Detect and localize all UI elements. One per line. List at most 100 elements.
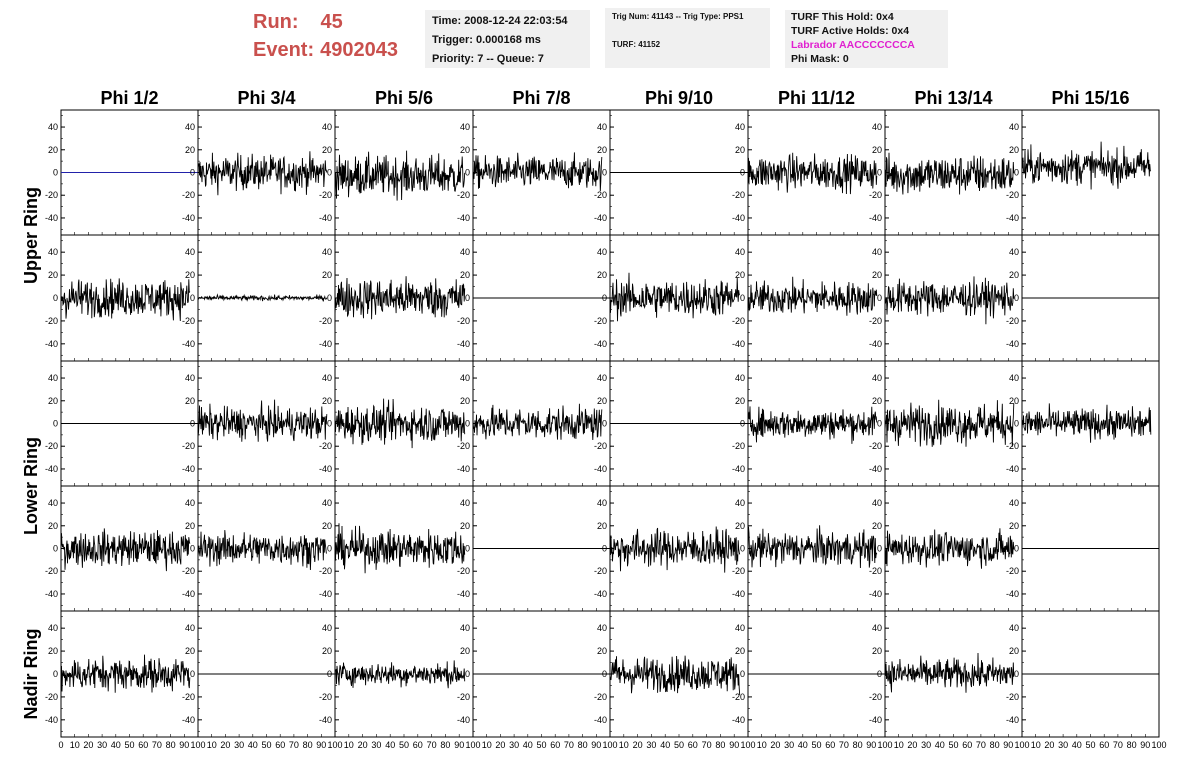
x-tick-label: 30 xyxy=(1058,740,1068,750)
waveform-trace xyxy=(884,528,1015,569)
x-tick-label: 100 xyxy=(327,740,342,750)
y-tick-label: 0 xyxy=(877,293,882,303)
y-tick-label: 40 xyxy=(48,623,58,633)
y-tick-label: 40 xyxy=(322,122,332,132)
x-tick-label: 60 xyxy=(688,740,698,750)
y-tick-label: 20 xyxy=(1009,646,1019,656)
x-tick-label: 70 xyxy=(152,740,162,750)
waveform-trace xyxy=(1021,141,1152,190)
y-tick-label: 0 xyxy=(53,669,58,679)
row-label: Lower Ring xyxy=(21,437,41,535)
y-tick-label: -40 xyxy=(594,464,607,474)
y-tick-label: 40 xyxy=(322,373,332,383)
y-tick-label: -40 xyxy=(1006,213,1019,223)
x-tick-label: 80 xyxy=(853,740,863,750)
waveform-trace xyxy=(884,152,1015,195)
turf-info-box: TURF This Hold: 0x4 TURF Active Holds: 0… xyxy=(785,10,948,68)
x-tick-label: 10 xyxy=(344,740,354,750)
x-tick-label: 90 xyxy=(729,740,739,750)
y-tick-label: -40 xyxy=(869,339,882,349)
y-tick-label: 0 xyxy=(1014,419,1019,429)
y-tick-label: 20 xyxy=(597,270,607,280)
y-tick-label: -40 xyxy=(594,715,607,725)
x-tick-label: 40 xyxy=(248,740,258,750)
y-tick-label: 20 xyxy=(872,145,882,155)
y-tick-label: 0 xyxy=(190,419,195,429)
y-tick-label: -20 xyxy=(182,190,195,200)
y-tick-label: -40 xyxy=(1006,589,1019,599)
y-tick-label: -40 xyxy=(182,339,195,349)
x-tick-label: 60 xyxy=(1099,740,1109,750)
y-tick-label: 0 xyxy=(53,293,58,303)
y-tick-label: -40 xyxy=(319,339,332,349)
y-tick-label: -20 xyxy=(319,566,332,576)
column-title: Phi 15/16 xyxy=(1051,88,1129,108)
x-tick-label: 40 xyxy=(798,740,808,750)
y-tick-label: 40 xyxy=(597,498,607,508)
x-tick-label: 20 xyxy=(83,740,93,750)
y-tick-label: -40 xyxy=(732,464,745,474)
column-title: Phi 1/2 xyxy=(100,88,158,108)
y-tick-label: 0 xyxy=(740,544,745,554)
x-tick-label: 60 xyxy=(550,740,560,750)
y-tick-label: -40 xyxy=(319,589,332,599)
x-tick-label: 20 xyxy=(907,740,917,750)
y-tick-label: -40 xyxy=(732,589,745,599)
x-tick-label: 70 xyxy=(976,740,986,750)
x-tick-label: 100 xyxy=(602,740,617,750)
y-tick-label: 20 xyxy=(872,646,882,656)
y-tick-label: -20 xyxy=(1006,190,1019,200)
y-tick-label: 40 xyxy=(322,498,332,508)
priority-text: Priority: 7 -- Queue: 7 xyxy=(432,53,544,65)
y-tick-label: -20 xyxy=(45,566,58,576)
y-tick-label: -40 xyxy=(182,464,195,474)
turf-hold-text: TURF This Hold: 0x4 xyxy=(791,11,894,23)
x-tick-label: 30 xyxy=(97,740,107,750)
y-tick-label: 20 xyxy=(48,396,58,406)
y-tick-label: -20 xyxy=(732,190,745,200)
y-tick-label: -40 xyxy=(869,715,882,725)
waveform-trace xyxy=(334,276,466,320)
y-tick-label: 20 xyxy=(48,270,58,280)
y-tick-label: 0 xyxy=(1014,669,1019,679)
x-tick-label: 20 xyxy=(220,740,230,750)
x-tick-label: 30 xyxy=(646,740,656,750)
y-tick-label: 0 xyxy=(53,419,58,429)
x-tick-label: 60 xyxy=(962,740,972,750)
x-tick-label: 30 xyxy=(509,740,519,750)
y-tick-label: 0 xyxy=(465,419,470,429)
y-tick-label: -20 xyxy=(457,190,470,200)
x-tick-label: 60 xyxy=(825,740,835,750)
run-label: Run: xyxy=(253,11,299,33)
x-tick-label: 20 xyxy=(633,740,643,750)
y-tick-label: 40 xyxy=(1009,373,1019,383)
y-tick-label: 20 xyxy=(597,521,607,531)
y-tick-label: 40 xyxy=(48,373,58,383)
turf-text: TURF: 41152 xyxy=(612,40,661,49)
y-tick-label: 40 xyxy=(735,373,745,383)
y-tick-label: 40 xyxy=(735,623,745,633)
x-tick-label: 100 xyxy=(1014,740,1029,750)
y-tick-label: 40 xyxy=(460,498,470,508)
y-tick-label: 40 xyxy=(48,122,58,132)
x-tick-label: 80 xyxy=(166,740,176,750)
column-title: Phi 11/12 xyxy=(778,88,855,108)
y-tick-label: -20 xyxy=(869,316,882,326)
y-tick-label: -40 xyxy=(45,339,58,349)
x-tick-label: 20 xyxy=(358,740,368,750)
x-tick-label: 50 xyxy=(124,740,134,750)
y-tick-label: -20 xyxy=(1006,692,1019,702)
y-tick-label: 20 xyxy=(735,145,745,155)
y-tick-label: 20 xyxy=(597,145,607,155)
y-tick-label: -20 xyxy=(594,566,607,576)
y-tick-label: -40 xyxy=(182,715,195,725)
x-tick-label: 80 xyxy=(1127,740,1137,750)
waveform-trace xyxy=(197,399,328,442)
y-tick-label: 20 xyxy=(322,646,332,656)
waveform-trace xyxy=(884,276,1015,325)
waveform-trace xyxy=(334,150,466,201)
event-label: Event: xyxy=(253,39,315,61)
y-tick-label: 0 xyxy=(1014,293,1019,303)
y-tick-label: 40 xyxy=(872,373,882,383)
y-tick-label: 0 xyxy=(877,669,882,679)
